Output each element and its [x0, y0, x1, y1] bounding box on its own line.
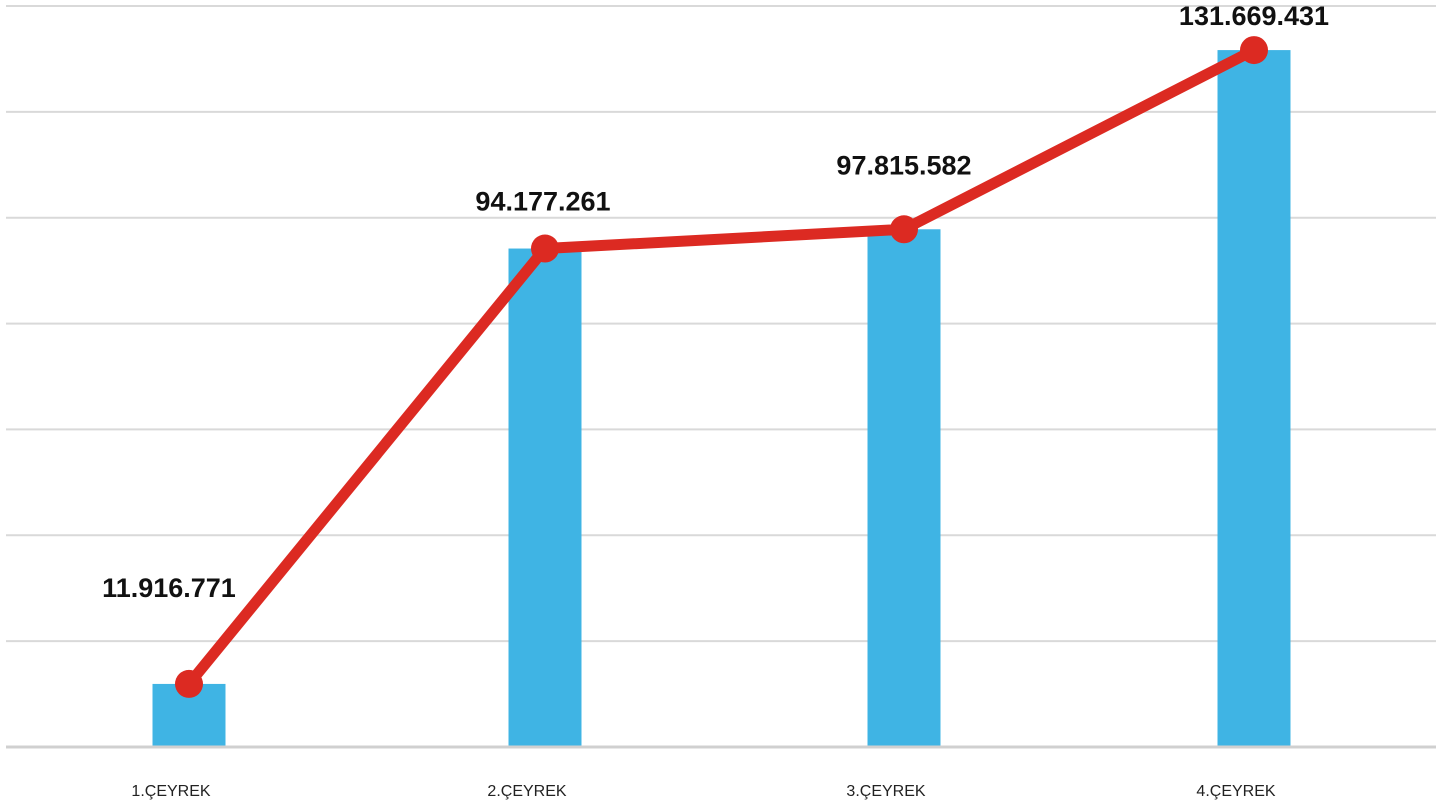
line-marker	[1240, 36, 1268, 65]
data-label: 97.815.582	[836, 150, 971, 180]
bar	[867, 229, 941, 747]
line-series	[175, 36, 1268, 698]
line-marker	[531, 234, 559, 263]
line-marker	[890, 215, 918, 244]
bar	[508, 248, 582, 748]
x-axis-tick-labels: 1.ÇEYREK 2.ÇEYREK 3.ÇEYREK 4.ÇEYREK	[131, 783, 1275, 800]
x-tick-label: 3.ÇEYREK	[846, 783, 925, 800]
bar	[1217, 50, 1291, 747]
x-tick-label: 1.ÇEYREK	[131, 783, 210, 800]
data-labels: 11.916.771 94.177.261 97.815.582 131.669.43…	[102, 1, 1329, 603]
x-tick-label: 2.ÇEYREK	[487, 783, 566, 800]
data-label: 11.916.771	[102, 573, 236, 603]
bar-series	[152, 50, 1291, 748]
gridlines	[6, 5, 1436, 643]
data-label: 94.177.261	[475, 187, 610, 217]
series-line	[183, 44, 1260, 690]
x-tick-label: 4.ÇEYREK	[1196, 783, 1275, 800]
data-label: 131.669.431	[1179, 1, 1329, 31]
line-marker	[175, 669, 203, 698]
